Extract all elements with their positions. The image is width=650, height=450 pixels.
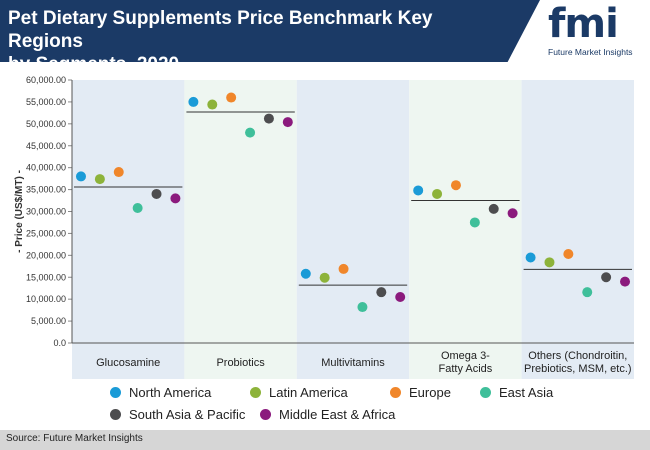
data-point: [75, 171, 86, 182]
legend-swatch: [110, 409, 121, 420]
legend-label: East Asia: [499, 385, 554, 400]
segment-band: [296, 80, 410, 379]
y-tick-label: 45,000.00: [26, 141, 66, 151]
data-point: [357, 302, 368, 313]
data-point: [544, 257, 555, 268]
segment-band: [521, 80, 634, 379]
legend-item: South Asia & Pacific: [110, 407, 245, 422]
y-tick-label: 0.0: [53, 338, 66, 348]
data-point: [245, 127, 256, 138]
legend-item: Europe: [390, 385, 451, 400]
source-note: Source: Future Market Insights: [6, 433, 143, 444]
y-tick-label: 35,000.00: [26, 185, 66, 195]
title-band: [0, 0, 540, 62]
category-label: Glucosamine: [96, 357, 160, 369]
chart-legend: North America Latin America Europe East Asi…: [110, 385, 590, 429]
y-tick-label: 5,000.00: [31, 316, 66, 326]
y-tick-label: 10,000.00: [26, 294, 66, 304]
chart-title-line-1: Pet Dietary Supplements Price Benchmark …: [8, 8, 433, 52]
data-point: [376, 287, 387, 298]
data-point: [132, 202, 143, 213]
data-point: [563, 249, 574, 260]
data-point: [188, 96, 199, 107]
data-point: [113, 167, 124, 178]
data-point: [413, 185, 424, 196]
data-point: [450, 180, 461, 191]
legend-item: East Asia: [480, 385, 553, 400]
category-label: Others (Chondroitin,: [528, 350, 627, 362]
y-tick-label: 50,000.00: [26, 119, 66, 129]
y-tick-label: 55,000.00: [26, 97, 66, 107]
legend-item: Latin America: [250, 385, 348, 400]
data-point: [507, 208, 518, 219]
data-point: [469, 217, 480, 228]
legend-item: North America: [110, 385, 211, 400]
data-point: [620, 276, 631, 287]
chart-title: Pet Dietary Supplements Price Benchmark …: [8, 7, 508, 76]
category-label: Multivitamins: [321, 357, 385, 369]
data-point: [282, 117, 293, 128]
data-point: [319, 272, 330, 283]
y-tick-label: 25,000.00: [26, 228, 66, 238]
data-point: [338, 263, 349, 274]
y-tick-label: 15,000.00: [26, 272, 66, 282]
y-axis-label: - Price (US$/MT) -: [14, 170, 25, 253]
logo-subtitle: Future Market Insights: [548, 47, 633, 57]
legend-swatch: [390, 387, 401, 398]
legend-swatch: [250, 387, 261, 398]
scatter-chart: 0.0 5,000.00 10,000.00 15,000.00 20,000.00 25…: [14, 75, 634, 379]
header: Pet Dietary Supplements Price Benchmark …: [0, 0, 650, 75]
data-point: [151, 188, 162, 199]
data-point: [601, 272, 612, 283]
legend-label: Middle East & Africa: [279, 407, 396, 422]
legend-label: North America: [129, 385, 212, 400]
logo-text: fmi: [548, 1, 619, 47]
data-point: [207, 99, 218, 110]
segment-band: [72, 80, 185, 379]
footer: Source: Future Market Insights: [0, 430, 650, 450]
category-label: Fatty Acids: [439, 363, 493, 375]
data-point: [525, 252, 536, 263]
legend-swatch: [480, 387, 491, 398]
legend-item: Middle East & Africa: [260, 407, 395, 422]
chart-area: 0.0 5,000.00 10,000.00 15,000.00 20,000.00 25…: [0, 66, 650, 382]
data-point: [263, 113, 274, 124]
category-label: Probiotics: [216, 357, 265, 369]
category-label: Omega 3-: [441, 350, 490, 362]
segment-band: [409, 80, 522, 379]
fmi-logo: fmi Future Market Insights: [548, 4, 644, 60]
y-tick-label: 60,000.00: [26, 75, 66, 85]
data-point: [488, 203, 499, 214]
data-point: [582, 287, 593, 298]
data-point: [170, 193, 181, 204]
y-tick-label: 20,000.00: [26, 250, 66, 260]
y-tick-label: 30,000.00: [26, 207, 66, 217]
legend-label: Europe: [409, 385, 451, 400]
category-label: Prebiotics, MSM, etc.): [524, 363, 632, 375]
legend-swatch: [110, 387, 121, 398]
data-point: [395, 291, 406, 302]
legend-label: South Asia & Pacific: [129, 407, 246, 422]
segment-band: [184, 80, 297, 379]
y-tick-label: 40,000.00: [26, 163, 66, 173]
legend-label: Latin America: [269, 385, 348, 400]
chart-title-line-2: by Segments, 2020: [8, 54, 180, 75]
data-point: [300, 268, 311, 279]
data-point: [432, 188, 443, 199]
data-point: [226, 92, 237, 103]
data-point: [94, 174, 105, 185]
legend-swatch: [260, 409, 271, 420]
